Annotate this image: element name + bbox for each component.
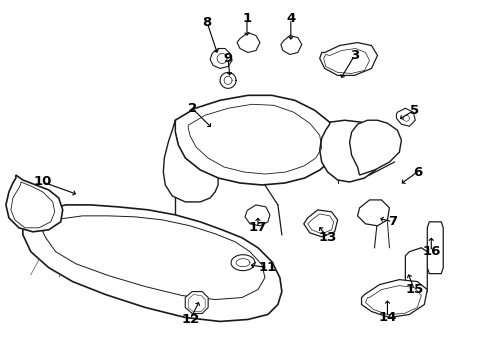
Text: 4: 4 (286, 12, 295, 25)
Polygon shape (319, 120, 382, 182)
Polygon shape (358, 200, 390, 226)
Text: 5: 5 (410, 104, 419, 117)
Text: 14: 14 (378, 311, 396, 324)
Polygon shape (362, 280, 427, 318)
Text: 15: 15 (405, 283, 423, 296)
Text: 7: 7 (388, 215, 397, 228)
Polygon shape (319, 42, 377, 75)
Polygon shape (281, 36, 302, 54)
Polygon shape (349, 120, 401, 175)
Polygon shape (6, 175, 63, 232)
Polygon shape (304, 210, 338, 237)
Text: 10: 10 (34, 175, 52, 189)
Text: 8: 8 (202, 16, 212, 29)
Polygon shape (185, 292, 208, 314)
Polygon shape (405, 248, 427, 296)
Text: 9: 9 (223, 52, 233, 65)
Polygon shape (210, 49, 232, 68)
Text: 3: 3 (350, 49, 359, 62)
Polygon shape (23, 205, 282, 321)
Text: 6: 6 (413, 166, 422, 179)
Text: 13: 13 (318, 231, 337, 244)
Polygon shape (330, 122, 347, 165)
Polygon shape (427, 222, 443, 274)
Polygon shape (163, 120, 218, 202)
Text: 2: 2 (188, 102, 197, 115)
Polygon shape (237, 32, 260, 53)
Text: 12: 12 (181, 313, 199, 326)
Text: 11: 11 (259, 261, 277, 274)
Text: 16: 16 (422, 245, 441, 258)
Polygon shape (245, 205, 270, 226)
Text: 17: 17 (249, 221, 267, 234)
Polygon shape (175, 95, 338, 185)
Text: 1: 1 (243, 12, 251, 25)
Polygon shape (396, 108, 416, 126)
